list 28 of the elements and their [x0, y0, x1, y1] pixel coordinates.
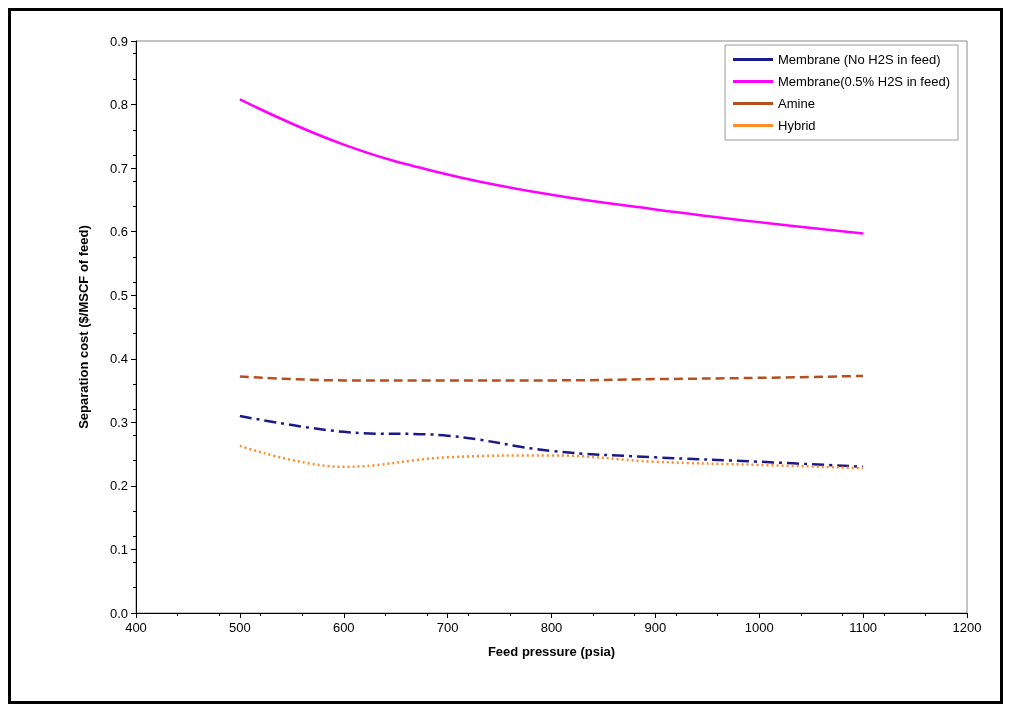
x-tick-label: 1000 — [744, 620, 774, 635]
x-axis-title: Feed pressure (psia) — [487, 644, 616, 659]
x-tick-label: 800 — [540, 620, 563, 635]
line-series — [238, 444, 865, 470]
x-tick-label: 1200 — [952, 620, 982, 635]
y-tick-label: 0.6 — [109, 224, 128, 240]
x-tick-label: 900 — [644, 620, 667, 635]
legend-label: Membrane (No H2S in feed) — [778, 52, 941, 67]
y-tick-label: 0.5 — [109, 287, 128, 303]
legend-label: Amine — [778, 96, 815, 111]
x-tick-label: 500 — [229, 620, 251, 635]
legend-label: Hybrid — [778, 118, 816, 133]
y-tick-label: 0.7 — [109, 160, 128, 176]
y-tick-label: 0.8 — [109, 97, 128, 113]
y-tick-label: 0.1 — [109, 541, 128, 557]
x-tick-label: 600 — [332, 620, 355, 635]
y-tick-label: 0.4 — [109, 351, 128, 367]
line-series — [238, 414, 865, 469]
x-tick-label: 400 — [125, 620, 147, 635]
y-axis-title: Separation cost ($/MSCF of feed) — [76, 225, 91, 429]
y-tick-label: 0.2 — [109, 478, 128, 494]
y-tick-label: 0.0 — [109, 605, 128, 621]
x-tick-label: 700 — [436, 620, 459, 635]
y-tick-label: 0.9 — [109, 33, 128, 49]
legend-label: Membrane(0.5% H2S in feed) — [778, 74, 951, 89]
line-series — [238, 98, 865, 235]
y-tick-label: 0.3 — [109, 414, 128, 430]
x-tick-label: 1100 — [849, 620, 878, 635]
